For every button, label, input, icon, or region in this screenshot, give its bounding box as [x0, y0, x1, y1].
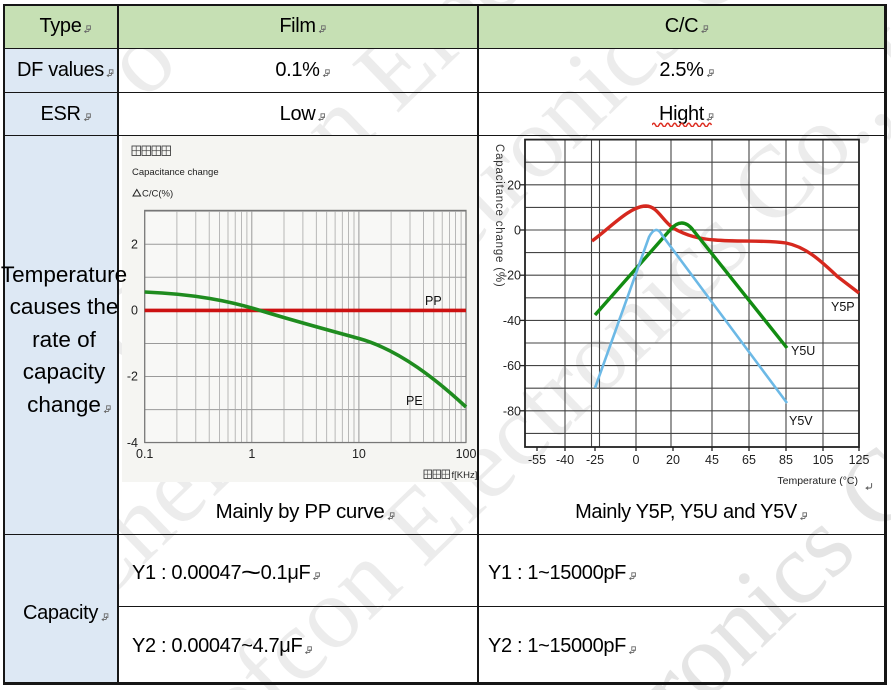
svg-text:Temperature (°C): Temperature (°C)	[777, 475, 858, 487]
svg-text:Capacitance change: Capacitance change	[132, 167, 219, 178]
svg-text:C/C(%): C/C(%)	[142, 189, 173, 200]
svg-text:-80: -80	[503, 404, 521, 418]
svg-text:20: 20	[666, 453, 680, 467]
svg-text:100: 100	[456, 447, 477, 461]
svg-text:-25: -25	[586, 453, 604, 467]
svg-text:0.1: 0.1	[136, 447, 153, 461]
svg-text:125: 125	[849, 453, 870, 467]
svg-text:Capacitance change (%): Capacitance change (%)	[493, 144, 505, 288]
svg-text:0: 0	[514, 224, 521, 238]
svg-text:Y5U: Y5U	[791, 344, 815, 358]
svg-text:-55: -55	[528, 453, 546, 467]
svg-text:0: 0	[633, 453, 640, 467]
svg-text:0: 0	[131, 304, 138, 318]
svg-text:20: 20	[507, 178, 521, 192]
svg-text:-40: -40	[556, 453, 574, 467]
svg-text:-4: -4	[127, 436, 138, 450]
svg-text:2: 2	[131, 238, 138, 252]
svg-text:85: 85	[779, 453, 793, 467]
svg-text:Y5P: Y5P	[831, 300, 855, 314]
svg-text:1: 1	[248, 447, 255, 461]
svg-text:65: 65	[742, 453, 756, 467]
svg-text:f[KHz]: f[KHz]	[452, 470, 478, 481]
svg-text:-2: -2	[127, 370, 138, 384]
svg-text:PE: PE	[406, 394, 423, 408]
svg-text:45: 45	[705, 453, 719, 467]
svg-text:PP: PP	[425, 294, 442, 308]
svg-text:105: 105	[813, 453, 834, 467]
svg-text:-20: -20	[503, 269, 521, 283]
svg-text:-60: -60	[503, 359, 521, 373]
svg-text:-40: -40	[503, 314, 521, 328]
svg-text:10: 10	[352, 447, 366, 461]
svg-text:Y5V: Y5V	[789, 414, 813, 428]
